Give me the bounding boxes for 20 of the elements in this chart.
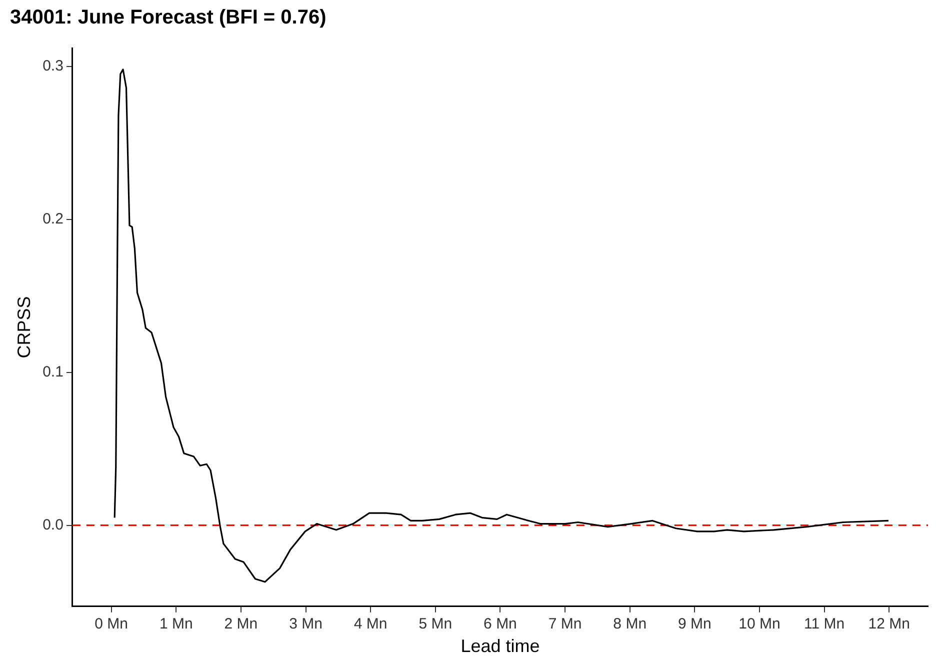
x-tick-label: 12 Mn <box>868 616 910 633</box>
x-tick-label: 8 Mn <box>613 616 647 633</box>
x-tick-label: 6 Mn <box>484 616 517 633</box>
x-tick-label: 0 Mn <box>94 616 128 633</box>
x-tick-label: 11 Mn <box>804 616 845 633</box>
y-tick-label: 0.0 <box>42 516 64 534</box>
x-tick-label: 2 Mn <box>224 616 258 633</box>
x-tick-label: 3 Mn <box>289 616 322 633</box>
x-tick-label: 1 Mn <box>159 616 193 633</box>
y-tick-label: 0.2 <box>42 210 64 228</box>
x-axis-title: Lead time <box>460 636 540 656</box>
x-tick-label: 7 Mn <box>548 616 582 633</box>
x-tick-label: 9 Mn <box>678 616 712 633</box>
x-tick-label: 5 Mn <box>418 616 452 633</box>
x-tick-label: 10 Mn <box>738 616 780 633</box>
y-axis-title: CRPSS <box>14 296 34 358</box>
chart-title: 34001: June Forecast (BFI = 0.76) <box>10 6 326 29</box>
y-tick-label: 0.1 <box>42 363 64 380</box>
y-tick-label: 0.3 <box>42 58 64 74</box>
x-tick-label: 4 Mn <box>354 616 388 633</box>
